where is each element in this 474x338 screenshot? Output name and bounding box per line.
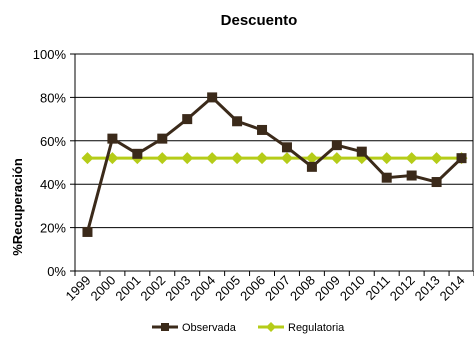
data-point [231, 152, 244, 165]
data-point [207, 92, 218, 103]
x-tick-label: 2009 [312, 273, 343, 304]
data-point [381, 172, 392, 183]
plot-area [74, 53, 474, 272]
x-tick-label: 1999 [63, 273, 94, 304]
x-tick-label: 2014 [437, 273, 468, 304]
data-point [380, 152, 393, 165]
data-point [157, 133, 168, 144]
y-tick-label: 80% [40, 90, 66, 105]
x-tick-label: 2002 [137, 273, 168, 304]
x-tick-label: 2003 [162, 273, 193, 304]
data-point [305, 152, 318, 165]
y-tick-label: 60% [40, 134, 66, 149]
y-tick-label: 0% [47, 264, 66, 279]
data-point [156, 152, 169, 165]
legend: Observada Regulatoria [152, 322, 345, 334]
x-tick-label: 2013 [412, 273, 443, 304]
data-point [232, 116, 243, 127]
x-tick-label: 2001 [112, 273, 143, 304]
data-point [330, 152, 343, 165]
series-observada [82, 92, 467, 237]
data-point [405, 152, 418, 165]
chart-title: Descuento [221, 12, 298, 29]
y-axis-ticks: 0% 20% 40% 60% 80% 100% [33, 47, 75, 279]
legend-item-regulatoria: Regulatoria [258, 322, 345, 334]
legend-label: Regulatoria [288, 322, 345, 334]
x-tick-label: 2004 [187, 273, 218, 304]
y-tick-label: 100% [33, 47, 67, 62]
x-tick-label: 2008 [287, 273, 318, 304]
x-axis-ticks: 1999200020012002200320042005200620072008… [63, 271, 474, 304]
legend-swatch-marker [266, 322, 276, 332]
x-tick-label: 2006 [237, 273, 268, 304]
data-point [406, 170, 417, 181]
x-tick-label: 2011 [362, 273, 392, 303]
data-point [206, 152, 219, 165]
data-point [281, 142, 292, 153]
y-axis-title: %Recuperación [10, 158, 25, 256]
data-point [182, 114, 193, 125]
data-point [81, 152, 94, 165]
data-point [431, 177, 442, 188]
x-tick-label: 2012 [387, 273, 418, 304]
y-tick-label: 40% [40, 177, 66, 192]
x-tick-label: 2010 [337, 273, 368, 304]
y-tick-label: 20% [40, 221, 66, 236]
legend-item-observada: Observada [152, 322, 237, 334]
data-point [256, 152, 269, 165]
data-point [456, 153, 467, 164]
data-point [257, 124, 268, 135]
series-line [86, 95, 463, 233]
data-point [132, 148, 143, 159]
data-point [181, 152, 194, 165]
x-tick-label: 2000 [87, 273, 118, 304]
gridlines [75, 96, 473, 229]
x-tick-label: 2005 [212, 273, 243, 304]
legend-label: Observada [182, 322, 237, 334]
data-point [280, 152, 293, 165]
series-layer [81, 92, 468, 237]
data-point [107, 133, 118, 144]
data-point [306, 161, 317, 172]
legend-swatch-marker [161, 323, 169, 331]
data-point [82, 226, 93, 237]
data-point [356, 146, 367, 157]
data-point [331, 140, 342, 151]
x-tick-label: 2007 [262, 273, 293, 304]
data-point [430, 152, 443, 165]
